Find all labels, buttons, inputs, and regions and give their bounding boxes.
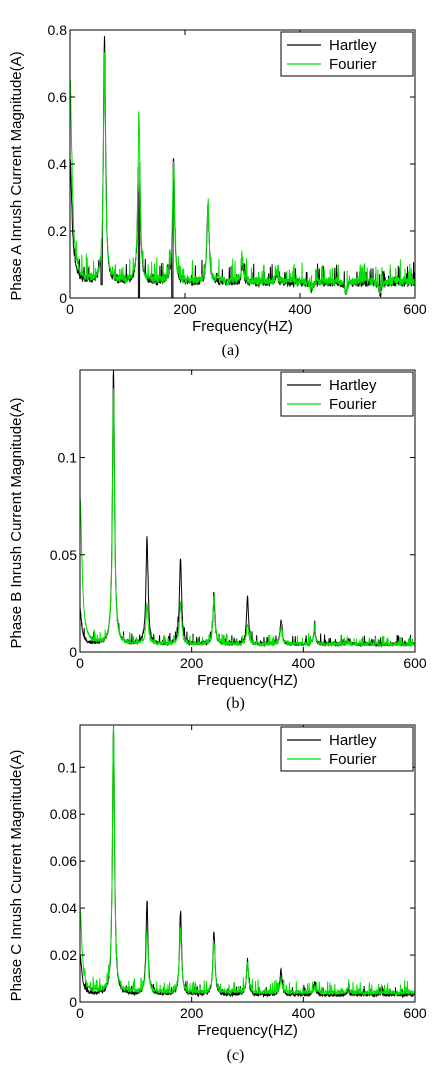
x-tick-label: 400 [288,301,312,317]
x-tick-label: 200 [180,1005,204,1021]
legend: Hartley Fourier [280,726,414,772]
legend-label-hartley: Hartley [329,377,377,394]
x-tick-label: 200 [173,301,197,317]
series-line-fourier [80,726,415,997]
x-tick-label: 600 [403,655,427,671]
legend-label-fourier: Fourier [329,396,377,413]
panel-caption: (b) [226,695,245,712]
y-tick-label: 0.05 [50,547,77,563]
y-axis-label: Phase C Inrush Current Magnitude(A) [8,750,25,1002]
legend-box [280,726,414,772]
plot-area [80,725,415,999]
x-tick-label: 600 [403,301,427,317]
y-tick-label: 0 [69,644,77,660]
y-tick-label: 0.1 [58,450,78,466]
y-tick-label: 0.02 [50,947,77,963]
x-axis-label: Frequency(HZ) [197,672,298,689]
x-axis-label: Frequency(HZ) [192,318,293,335]
y-tick-label: 0.6 [48,89,68,105]
axes-frame [79,369,416,653]
y-tick-label: 0.8 [48,22,68,38]
x-tick-label: 0 [76,1005,84,1021]
plot-area [70,36,415,298]
series-line-fourier [80,388,415,649]
axes-frame [79,724,416,1003]
chart-panel-a: 0 200 400 600 0 0.2 0.4 0.6 0.8 Frequency(HZ) Phas… [8,22,427,359]
panel-caption: (a) [222,342,240,359]
x-tick-label: 400 [292,655,316,671]
y-tick-label: 0.04 [50,900,77,916]
legend: Hartley Fourier [280,371,414,417]
legend-label-fourier: Fourier [329,56,377,73]
legend-box [280,371,414,417]
series-line-fourier [70,52,415,295]
y-axis-label: Phase A Inrush Current Magnitude(A) [8,51,25,300]
y-tick-label: 0.2 [48,223,68,239]
x-axis-label: Frequency(HZ) [197,1022,298,1039]
y-tick-label: 0.06 [50,853,77,869]
x-tick-label: 200 [180,655,204,671]
legend-box [280,31,414,77]
y-tick-label: 0.4 [48,156,68,172]
y-axis-label: Phase B Inrush Current Magnitude(A) [8,398,25,649]
x-tick-label: 0 [66,301,74,317]
x-tick-label: 400 [292,1005,316,1021]
panel-caption: (c) [227,1047,245,1064]
legend-label-hartley: Hartley [329,732,377,749]
chart-panel-b: 0 200 400 600 0 0.05 0.1 Frequency(HZ) Phase B I… [8,369,427,712]
chart-panel-c: 0 200 400 600 0 0.02 0.04 0.06 0.08 0.1 Frequency(… [8,724,427,1064]
legend-label-fourier: Fourier [329,751,377,768]
y-tick-label: 0.08 [50,806,77,822]
plot-area [80,370,415,649]
y-tick-label: 0 [69,994,77,1010]
x-tick-label: 0 [76,655,84,671]
legend: Hartley Fourier [280,31,414,77]
y-tick-label: 0.1 [58,759,78,775]
x-tick-label: 600 [403,1005,427,1021]
legend-label-hartley: Hartley [329,37,377,54]
y-tick-label: 0 [59,290,67,306]
